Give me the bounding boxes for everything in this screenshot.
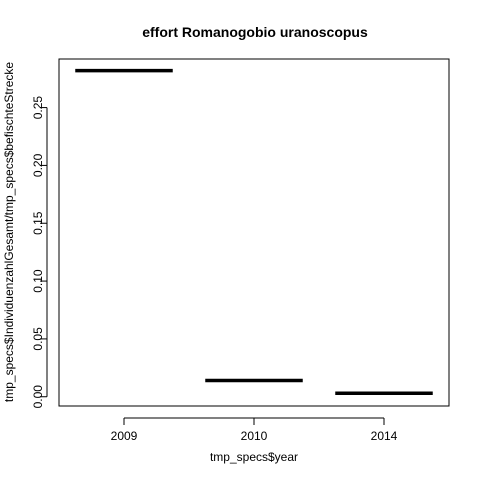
y-tick-label: 0.00 bbox=[31, 385, 45, 409]
y-tick-label: 0.10 bbox=[31, 269, 45, 293]
x-axis-label: tmp_specs$year bbox=[210, 450, 298, 464]
x-axis: 2009 2010 2014 bbox=[111, 417, 398, 443]
median-lines bbox=[75, 68, 433, 396]
y-axis: 0.00 0.05 0.10 0.15 0.20 0.25 bbox=[31, 96, 48, 409]
plot-frame bbox=[58, 58, 450, 407]
y-tick-label: 0.20 bbox=[31, 153, 45, 177]
x-tick-label: 2009 bbox=[111, 429, 138, 443]
y-tick-label: 0.15 bbox=[31, 211, 45, 235]
y-tick-label: 0.25 bbox=[31, 96, 45, 120]
y-tick-label: 0.05 bbox=[31, 327, 45, 351]
y-axis-label: tmp_specs$IndividuenzahlGesamt/tmp_specs… bbox=[2, 62, 16, 403]
x-tick-label: 2010 bbox=[241, 429, 268, 443]
chart-title: effort Romanogobio uranoscopus bbox=[142, 24, 368, 40]
x-tick-label: 2014 bbox=[371, 429, 398, 443]
